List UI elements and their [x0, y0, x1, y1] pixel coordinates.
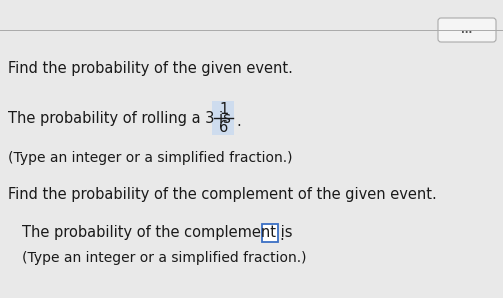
- Text: The probability of the complement is: The probability of the complement is: [22, 226, 297, 240]
- Bar: [212, 101, 234, 135]
- Text: 1: 1: [219, 102, 229, 117]
- FancyBboxPatch shape: [438, 18, 496, 42]
- Text: .: .: [236, 114, 241, 128]
- Bar: [262, 224, 278, 242]
- Text: Find the probability of the given event.: Find the probability of the given event.: [8, 60, 293, 75]
- Text: ...: ...: [461, 25, 473, 35]
- Text: .: .: [279, 229, 284, 243]
- Text: (Type an integer or a simplified fraction.): (Type an integer or a simplified fractio…: [8, 151, 293, 165]
- Text: (Type an integer or a simplified fraction.): (Type an integer or a simplified fractio…: [22, 251, 306, 265]
- Text: 6: 6: [219, 119, 229, 134]
- Text: Find the probability of the complement of the given event.: Find the probability of the complement o…: [8, 187, 437, 203]
- Text: The probability of rolling a 3 is: The probability of rolling a 3 is: [8, 111, 235, 125]
